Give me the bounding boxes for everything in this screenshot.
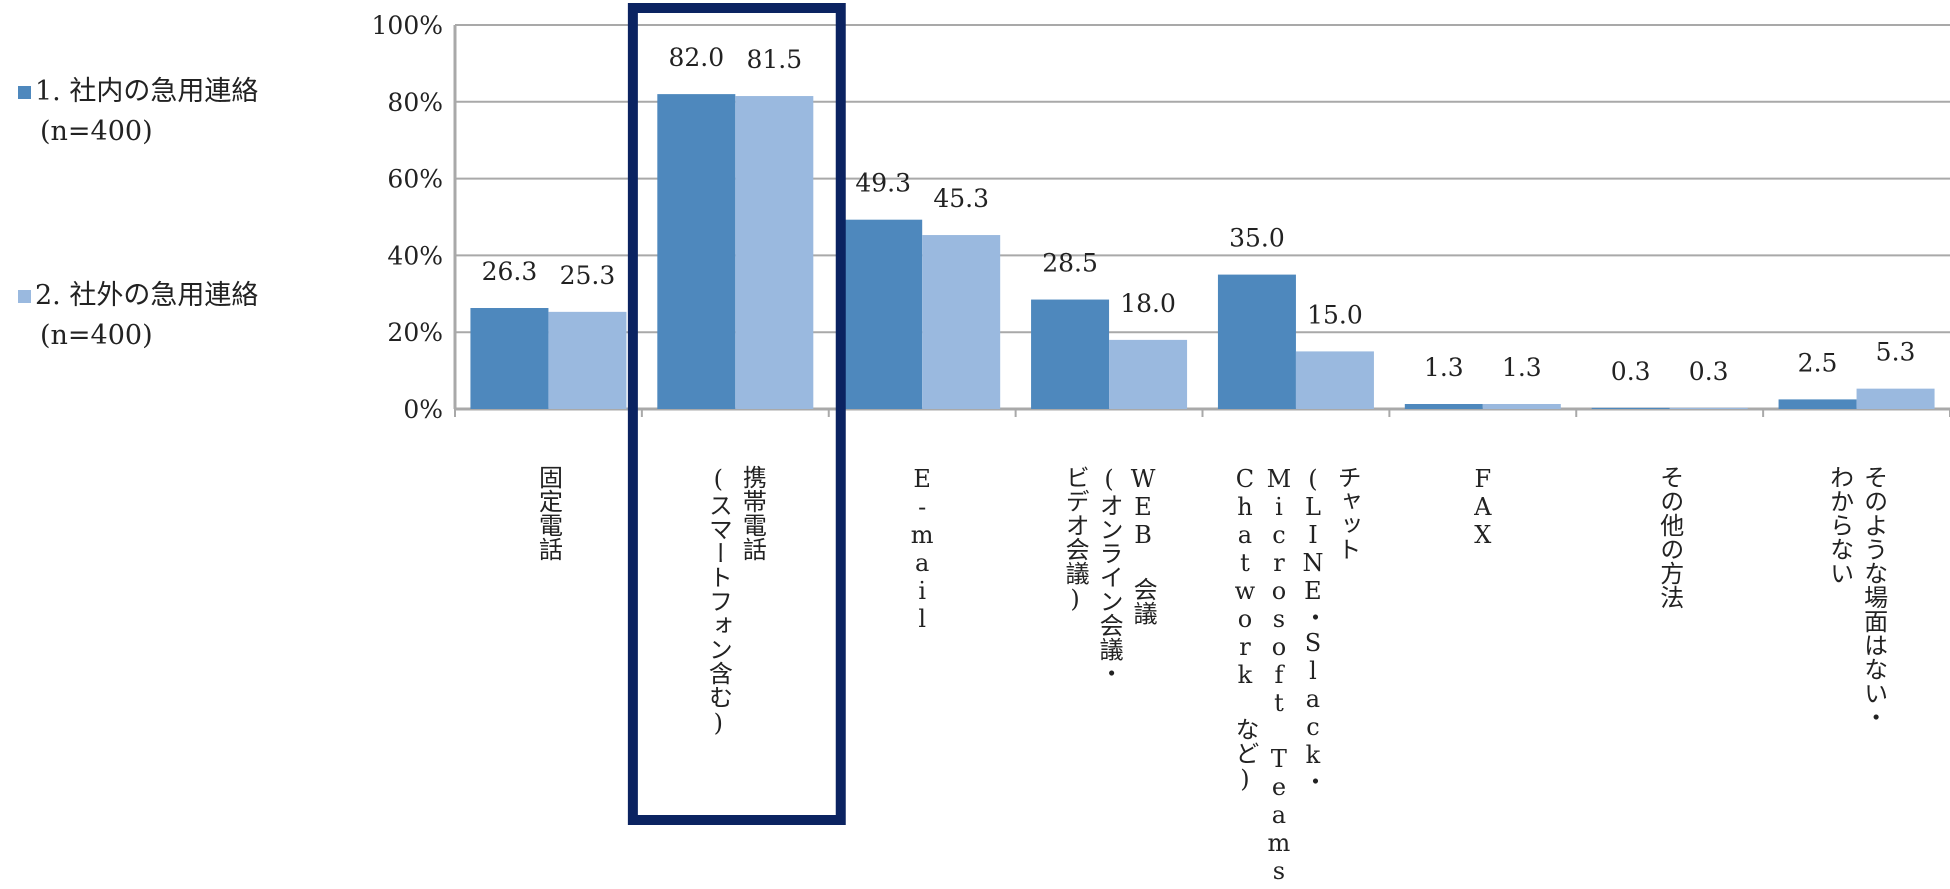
category-label: 固定電話 [534,465,562,561]
legend-swatch-series1 [18,85,31,99]
data-label: 0.3 [1689,357,1729,386]
data-label: 1.3 [1424,353,1464,382]
legend-n-series1: (n=400) [40,116,153,147]
legend-2: 2. 社外の急用連絡 (n=400) [18,276,258,356]
category-label: そのような場面はない・ [1860,465,1888,729]
bar-series1 [1404,404,1483,409]
category-label: チャット [1333,465,1361,561]
category-label: (オンライン会議・ [1095,465,1123,685]
category-label: (LINE・Slack・ [1299,465,1327,793]
data-label: 26.3 [482,257,538,286]
category-label: Chatwork など) [1231,465,1259,793]
category-label: わからない [1826,465,1854,585]
category-label: その他の方法 [1656,465,1684,609]
bar-series1 [844,219,923,409]
bar-series1 [1031,299,1110,409]
data-label: 28.5 [1042,249,1098,278]
legend-item-series1: 1. 社内の急用連絡 [18,72,258,112]
bar-series1 [470,308,549,409]
data-label: 35.0 [1229,224,1285,253]
bar-series2 [1856,388,1935,409]
category-label: ビデオ会議) [1061,465,1089,613]
bar-series2 [922,235,1001,409]
y-tick-label: 60% [387,165,443,194]
data-label: 18.0 [1120,289,1176,318]
data-label: 2.5 [1798,348,1838,377]
bar-series2 [1295,351,1374,409]
data-label: 49.3 [855,169,911,198]
legend: 1. 社内の急用連絡 (n=400) [18,72,258,152]
y-tick-label: 0% [403,395,443,424]
category-label: FAX [1469,465,1497,549]
data-label: 0.3 [1611,357,1651,386]
category-label: WEB 会議 [1129,465,1157,625]
bar-series1 [1217,274,1296,409]
category-label: Microsoft Teams・ [1265,465,1293,889]
legend-n-series2: (n=400) [40,320,153,351]
data-label: 15.0 [1307,300,1363,329]
bar-series1 [1591,407,1670,409]
y-tick-label: 20% [387,318,443,347]
legend-swatch-series2 [18,289,31,303]
data-label: 45.3 [933,184,989,213]
data-label: 25.3 [560,261,616,290]
bar-series1 [1778,399,1857,409]
bar-series2 [735,96,814,409]
bar-series2 [1109,339,1188,409]
highlight-box [627,3,846,825]
legend-label-series2: 2. 社外の急用連絡 [35,280,259,311]
y-tick-label: 80% [387,88,443,117]
category-label: E-mail [908,465,936,633]
y-tick-label: 100% [372,11,443,40]
bar-series2 [1669,407,1748,409]
data-label: 1.3 [1502,353,1542,382]
legend-label-series1: 1. 社内の急用連絡 [35,76,259,107]
data-label: 81.5 [746,45,802,74]
category-label: (スマートフォン含む) [704,465,732,737]
bar-series2 [1482,404,1561,409]
y-tick-label: 40% [387,241,443,270]
legend-item-series2: 2. 社外の急用連絡 [18,276,258,316]
category-label: 携帯電話 [738,465,766,561]
data-label: 82.0 [668,43,724,72]
bar-series2 [548,311,627,409]
bar-series1 [657,94,736,410]
data-label: 5.3 [1876,338,1916,367]
